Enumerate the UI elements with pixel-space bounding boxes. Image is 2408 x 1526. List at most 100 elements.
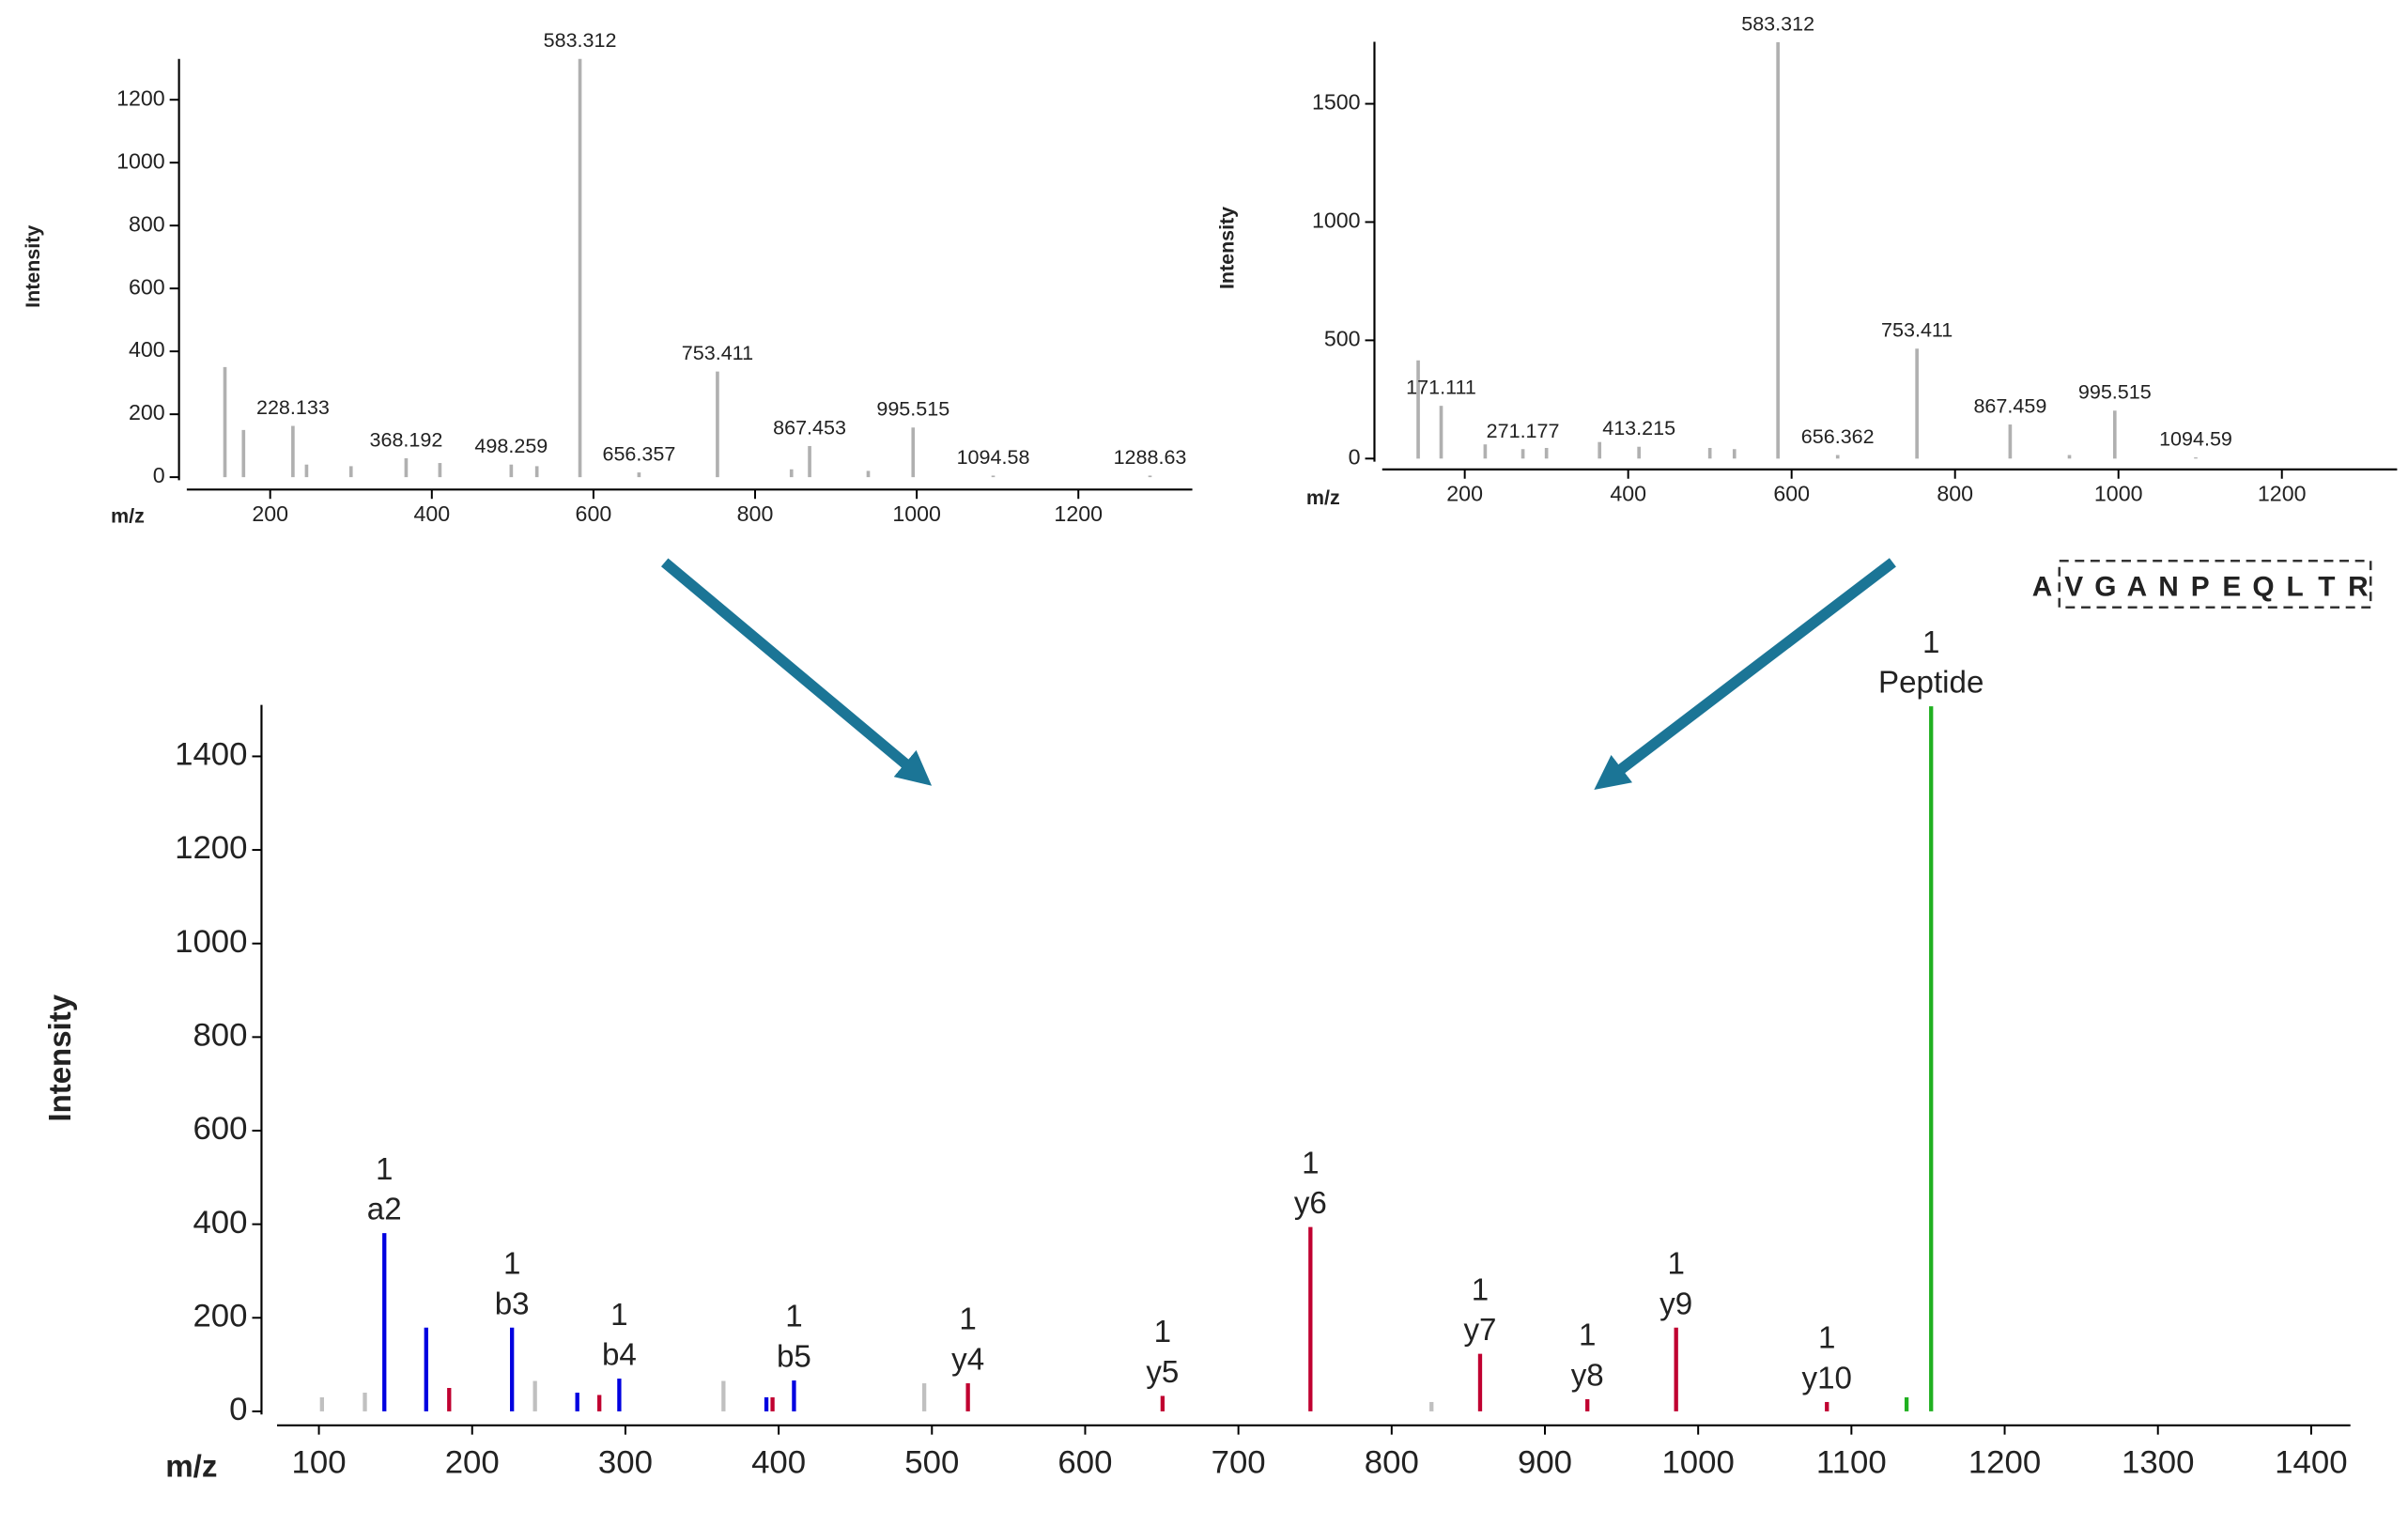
y-tick-label: 800 xyxy=(193,1018,247,1054)
sequence-residue: V xyxy=(2064,572,2083,603)
x-tick-label: 200 xyxy=(445,1445,500,1481)
sequence-residue: P xyxy=(2191,572,2210,603)
peak-label: 753.411 xyxy=(1881,319,1953,342)
y-tick-label: 0 xyxy=(1349,444,1361,469)
sequence-residue: G xyxy=(2094,572,2116,603)
peak-annotation: 1 xyxy=(1302,1146,1319,1180)
x-tick-label: 500 xyxy=(904,1445,959,1481)
x-tick-label: 400 xyxy=(413,501,450,526)
peak-label: 867.453 xyxy=(773,417,846,439)
peak-annotation: 1 xyxy=(1154,1315,1171,1349)
x-tick-label: 1200 xyxy=(1054,501,1103,526)
sequence-box xyxy=(2058,559,2372,609)
peak-label: 1094.58 xyxy=(957,446,1030,469)
peak-annotation: 1 xyxy=(1818,1321,1835,1356)
peak-annotation: 1 xyxy=(1472,1272,1489,1307)
peak-annotation: b4 xyxy=(602,1338,637,1373)
sequence-residue: E xyxy=(2222,572,2241,603)
y-tick-label: 1000 xyxy=(175,924,247,960)
peak-label: 1094.59 xyxy=(2159,428,2232,451)
sequence-residue: A xyxy=(2127,572,2148,603)
y-tick-label: 400 xyxy=(129,337,165,362)
y-tick-label: 1200 xyxy=(175,830,247,866)
x-tick-label: 1000 xyxy=(1661,1445,1734,1481)
peak-annotation: 1 xyxy=(1579,1318,1596,1353)
peak-label: 753.411 xyxy=(682,342,753,364)
peak-label: 171.111 xyxy=(1406,377,1476,399)
y-tick-label: 200 xyxy=(193,1298,247,1333)
arrow xyxy=(660,558,933,786)
peak-annotation: y6 xyxy=(1294,1186,1327,1221)
x-tick-label: 1000 xyxy=(2094,482,2143,506)
x-axis-label: m/z xyxy=(165,1450,217,1485)
sequence-residue: A xyxy=(2032,572,2053,603)
x-tick-label: 400 xyxy=(751,1445,806,1481)
x-tick-label: 1200 xyxy=(1968,1445,2041,1481)
peak-annotation: y5 xyxy=(1146,1355,1179,1390)
peak-annotation: y10 xyxy=(1802,1362,1852,1396)
y-tick-label: 0 xyxy=(229,1392,247,1427)
peak-label: 413.215 xyxy=(1602,417,1675,439)
peak-label: 656.357 xyxy=(602,443,675,466)
peak-annotation: 1 xyxy=(785,1300,802,1334)
y-tick-label: 1000 xyxy=(116,148,165,173)
y-tick-label: 800 xyxy=(129,211,165,236)
peak-label: 228.133 xyxy=(256,396,330,419)
peak-label: 271.177 xyxy=(1487,420,1560,442)
peak-label: 867.459 xyxy=(1973,395,2046,418)
x-tick-label: 100 xyxy=(292,1445,347,1481)
sequence-residue: L xyxy=(2287,572,2304,603)
y-tick-label: 1200 xyxy=(116,85,165,110)
x-tick-label: 1100 xyxy=(1816,1445,1887,1481)
y-tick-label: 500 xyxy=(1324,327,1361,351)
peak-label: 583.312 xyxy=(544,29,617,52)
x-tick-label: 800 xyxy=(1365,1445,1419,1481)
y-tick-label: 1400 xyxy=(175,737,247,773)
peak-annotation: y7 xyxy=(1463,1313,1496,1348)
peak-annotation: y8 xyxy=(1571,1359,1604,1394)
x-tick-label: 600 xyxy=(1057,1445,1112,1481)
peak-annotation: 1 xyxy=(1922,625,1939,660)
x-tick-label: 800 xyxy=(1937,482,1973,506)
sequence-residue: T xyxy=(2318,572,2335,603)
x-tick-label: 1400 xyxy=(2275,1445,2347,1481)
x-axis-label: m/z xyxy=(1306,486,1340,509)
x-tick-label: 900 xyxy=(1518,1445,1572,1481)
x-tick-label: 400 xyxy=(1610,482,1646,506)
arrow xyxy=(1594,558,1896,791)
peak-label: 995.515 xyxy=(876,398,949,421)
sequence-residue: N xyxy=(2158,572,2179,603)
peak-annotation: 1 xyxy=(1667,1247,1684,1282)
peak-label: 995.515 xyxy=(2078,381,2152,404)
peak-annotation: 1 xyxy=(959,1302,976,1337)
peak-label: 656.362 xyxy=(1801,425,1875,448)
peak-label: 498.259 xyxy=(474,435,548,457)
x-tick-label: 200 xyxy=(252,501,288,526)
peak-annotation: y9 xyxy=(1659,1287,1692,1321)
x-tick-label: 300 xyxy=(598,1445,653,1481)
x-axis-label: m/z xyxy=(111,505,145,528)
y-tick-label: 600 xyxy=(193,1111,247,1147)
y-axis-label: Intensity xyxy=(1215,207,1238,289)
y-tick-label: 0 xyxy=(153,463,165,487)
peak-annotation: b5 xyxy=(777,1340,811,1375)
y-axis-label: Intensity xyxy=(43,994,78,1121)
peak-annotation: 1 xyxy=(376,1152,393,1187)
y-tick-label: 1000 xyxy=(1312,208,1361,233)
x-tick-label: 800 xyxy=(737,501,774,526)
x-tick-label: 700 xyxy=(1212,1445,1266,1481)
peak-annotation: b3 xyxy=(495,1287,530,1321)
y-tick-label: 600 xyxy=(129,274,165,299)
y-tick-label: 200 xyxy=(129,400,165,424)
peak-annotation: 1 xyxy=(610,1298,627,1333)
sequence-residue: R xyxy=(2348,572,2369,603)
x-tick-label: 600 xyxy=(1773,482,1810,506)
peak-label: 1288.63 xyxy=(1114,446,1187,469)
peak-annotation: Peptide xyxy=(1878,666,1984,701)
peak-label: 583.312 xyxy=(1741,13,1814,36)
peak-annotation: 1 xyxy=(503,1247,520,1282)
peak-annotation: y4 xyxy=(951,1343,984,1378)
x-tick-label: 200 xyxy=(1446,482,1483,506)
x-tick-label: 1200 xyxy=(2258,482,2307,506)
